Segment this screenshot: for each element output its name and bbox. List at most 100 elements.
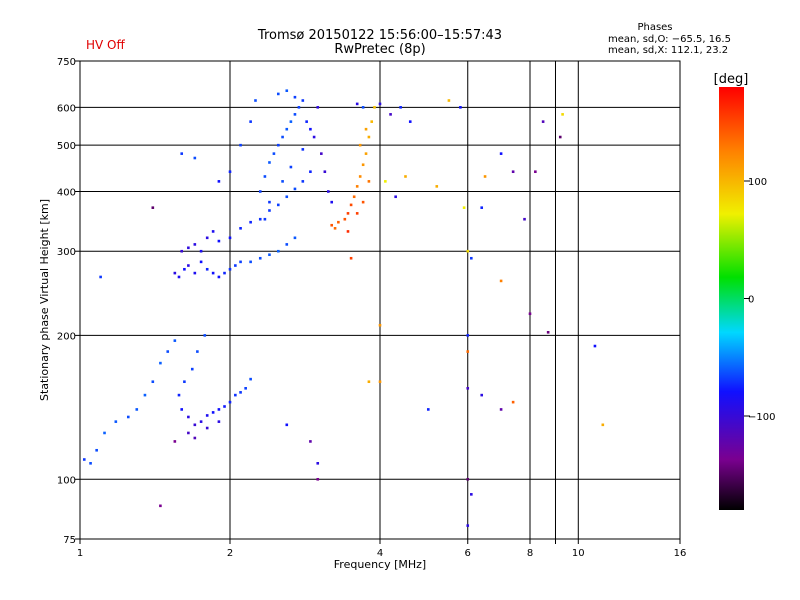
echo-point bbox=[404, 175, 407, 178]
echo-point bbox=[183, 380, 186, 384]
echo-point bbox=[470, 256, 473, 260]
echo-point bbox=[228, 267, 232, 271]
y-tick-label: 500 bbox=[57, 141, 76, 152]
echo-point bbox=[205, 426, 209, 430]
echo-point bbox=[180, 408, 184, 411]
echo-point bbox=[135, 408, 139, 411]
echo-point bbox=[177, 393, 181, 397]
echo-point bbox=[378, 380, 382, 384]
echo-point bbox=[258, 190, 262, 193]
x-tick-label: 2 bbox=[227, 548, 233, 559]
echo-point bbox=[297, 106, 301, 109]
echo-point bbox=[228, 400, 232, 404]
echo-point bbox=[293, 187, 297, 191]
echo-point bbox=[173, 271, 177, 275]
echo-point bbox=[187, 264, 190, 267]
echo-point bbox=[187, 431, 190, 435]
echo-point bbox=[511, 170, 515, 174]
chart-title: Tromsø 20150122 15:56:00–15:57:43 bbox=[257, 28, 503, 43]
echo-point bbox=[268, 200, 271, 204]
echo-point bbox=[499, 152, 503, 155]
echo-point bbox=[217, 275, 221, 279]
echo-point bbox=[293, 113, 297, 116]
echo-point bbox=[367, 180, 371, 183]
echo-point bbox=[601, 423, 605, 427]
echo-point bbox=[466, 524, 470, 527]
echo-point bbox=[173, 339, 177, 342]
echo-point bbox=[349, 203, 353, 207]
echo-point bbox=[276, 143, 280, 147]
echo-point bbox=[399, 106, 402, 109]
echo-point bbox=[223, 271, 226, 275]
echo-point bbox=[301, 148, 305, 151]
echo-point bbox=[187, 415, 190, 419]
echo-point bbox=[346, 230, 350, 233]
echo-point bbox=[285, 89, 289, 93]
echo-point bbox=[483, 175, 487, 178]
echo-point bbox=[249, 260, 252, 264]
phases-title: Phases bbox=[637, 22, 673, 33]
echo-point bbox=[82, 458, 86, 461]
echo-point bbox=[272, 152, 276, 155]
phases-o-mode-stats: mean, sd,O: −65.5, 16.5 bbox=[608, 34, 731, 45]
echo-point bbox=[203, 334, 207, 337]
echo-point bbox=[389, 113, 392, 116]
echo-point bbox=[305, 120, 308, 123]
echo-point bbox=[320, 152, 323, 155]
echo-point bbox=[534, 170, 537, 174]
echo-point bbox=[546, 330, 550, 334]
echo-point bbox=[151, 206, 155, 209]
echo-point bbox=[367, 135, 371, 139]
echo-point bbox=[289, 120, 293, 123]
echo-point bbox=[159, 361, 162, 365]
echo-point bbox=[103, 431, 106, 435]
echo-point bbox=[378, 323, 382, 327]
echo-point bbox=[281, 180, 284, 183]
echo-point bbox=[285, 127, 289, 131]
echo-point bbox=[173, 440, 177, 443]
echo-point bbox=[196, 350, 199, 353]
echo-point bbox=[466, 387, 470, 390]
echo-point bbox=[528, 312, 532, 316]
echo-point bbox=[361, 163, 365, 167]
echo-point bbox=[258, 256, 262, 260]
echo-point bbox=[355, 102, 359, 106]
echo-point bbox=[99, 275, 102, 279]
echo-point bbox=[239, 260, 242, 264]
echo-point bbox=[316, 477, 320, 481]
echo-point bbox=[281, 135, 284, 139]
echo-point bbox=[285, 195, 289, 199]
phases-x-mode-stats: mean, sd,X: 112.1, 23.2 bbox=[608, 45, 729, 56]
echo-point bbox=[249, 220, 252, 224]
echo-point bbox=[373, 106, 376, 109]
hv-status-label: HV Off bbox=[86, 38, 125, 52]
echo-point bbox=[480, 206, 484, 209]
echo-point bbox=[499, 279, 503, 283]
echo-point bbox=[364, 152, 368, 155]
echo-point bbox=[333, 227, 337, 230]
echo-point bbox=[126, 415, 130, 419]
echo-point bbox=[159, 504, 162, 508]
echo-point bbox=[249, 120, 252, 123]
x-tick-label: 8 bbox=[527, 548, 533, 559]
x-tick-label: 1 bbox=[77, 548, 83, 559]
echo-point bbox=[370, 120, 374, 123]
echo-point bbox=[309, 170, 312, 174]
echo-point bbox=[358, 175, 362, 178]
echo-point bbox=[180, 152, 184, 155]
echo-point bbox=[330, 223, 334, 227]
echo-point bbox=[378, 102, 382, 106]
echo-point bbox=[217, 408, 221, 411]
echo-point bbox=[499, 408, 503, 411]
echo-point bbox=[190, 367, 194, 371]
echo-point bbox=[561, 113, 564, 116]
echo-point bbox=[199, 420, 203, 423]
echo-point bbox=[89, 462, 92, 465]
echo-point bbox=[459, 106, 462, 109]
y-tick-label: 750 bbox=[57, 57, 76, 68]
y-tick-label: 300 bbox=[57, 247, 76, 258]
y-axis-label: Stationary phase Virtual Height [km] bbox=[38, 199, 51, 401]
colorbar-tick-label: −100 bbox=[748, 412, 775, 423]
colorbar-tick-label: 0 bbox=[748, 295, 754, 306]
